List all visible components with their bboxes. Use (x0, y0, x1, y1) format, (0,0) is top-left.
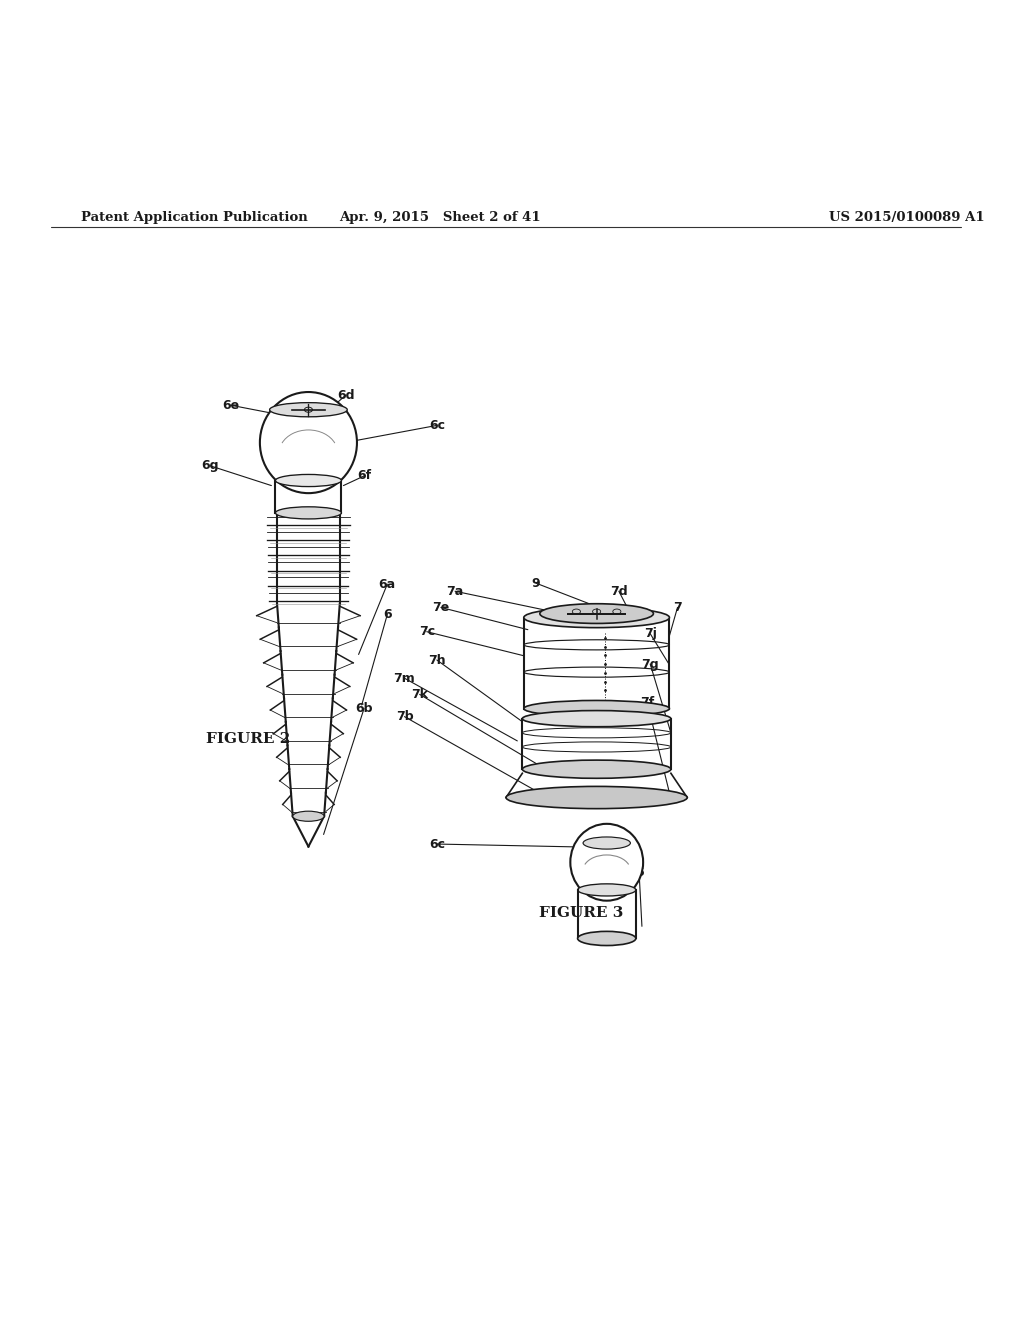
Ellipse shape (269, 403, 347, 417)
Text: US 2015/0100089 A1: US 2015/0100089 A1 (829, 211, 985, 223)
Text: 7c: 7c (419, 626, 435, 638)
Ellipse shape (260, 392, 357, 494)
Text: 7m: 7m (393, 672, 416, 685)
Text: 7j: 7j (644, 627, 656, 640)
Text: 7e: 7e (432, 601, 450, 614)
Text: 7k: 7k (412, 688, 428, 701)
Text: 6c: 6c (429, 418, 444, 432)
Text: 6c: 6c (429, 838, 444, 850)
Text: 6f: 6f (357, 470, 371, 482)
Ellipse shape (578, 884, 636, 896)
Text: 7h: 7h (428, 653, 445, 667)
Text: 7g: 7g (641, 657, 659, 671)
Text: 6: 6 (635, 866, 643, 879)
Text: 6b: 6b (355, 702, 373, 715)
Text: FIGURE 3: FIGURE 3 (540, 906, 624, 920)
Text: 7: 7 (673, 601, 682, 614)
Ellipse shape (578, 932, 636, 945)
Ellipse shape (522, 760, 671, 779)
Text: 7b: 7b (395, 710, 414, 723)
Ellipse shape (570, 824, 643, 900)
Ellipse shape (506, 787, 687, 809)
Text: 6e: 6e (222, 399, 240, 412)
Ellipse shape (583, 837, 631, 849)
Ellipse shape (540, 603, 653, 623)
Ellipse shape (524, 607, 670, 627)
Text: Patent Application Publication: Patent Application Publication (81, 211, 307, 223)
Text: 9: 9 (531, 577, 541, 590)
Text: 6: 6 (383, 609, 391, 620)
Text: 6d: 6d (337, 388, 354, 401)
Text: Apr. 9, 2015   Sheet 2 of 41: Apr. 9, 2015 Sheet 2 of 41 (339, 211, 541, 223)
Text: 6a: 6a (379, 578, 396, 590)
Text: 7a: 7a (446, 585, 464, 598)
Ellipse shape (524, 701, 670, 717)
Text: FIGURE 2: FIGURE 2 (206, 731, 290, 746)
Ellipse shape (275, 507, 341, 519)
Text: 7f: 7f (640, 696, 654, 709)
Ellipse shape (522, 710, 671, 727)
Text: 7d: 7d (610, 585, 628, 598)
Ellipse shape (293, 812, 325, 821)
Text: 6g: 6g (202, 459, 219, 473)
Ellipse shape (275, 474, 341, 487)
